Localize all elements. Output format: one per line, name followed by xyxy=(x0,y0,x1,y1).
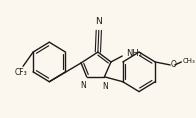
Text: N: N xyxy=(95,17,102,26)
Text: CH₃: CH₃ xyxy=(182,58,195,64)
Text: NH₂: NH₂ xyxy=(126,49,142,58)
Text: N: N xyxy=(103,82,108,91)
Text: O: O xyxy=(171,60,177,69)
Text: N: N xyxy=(80,81,86,90)
Text: CF₃: CF₃ xyxy=(15,68,27,77)
